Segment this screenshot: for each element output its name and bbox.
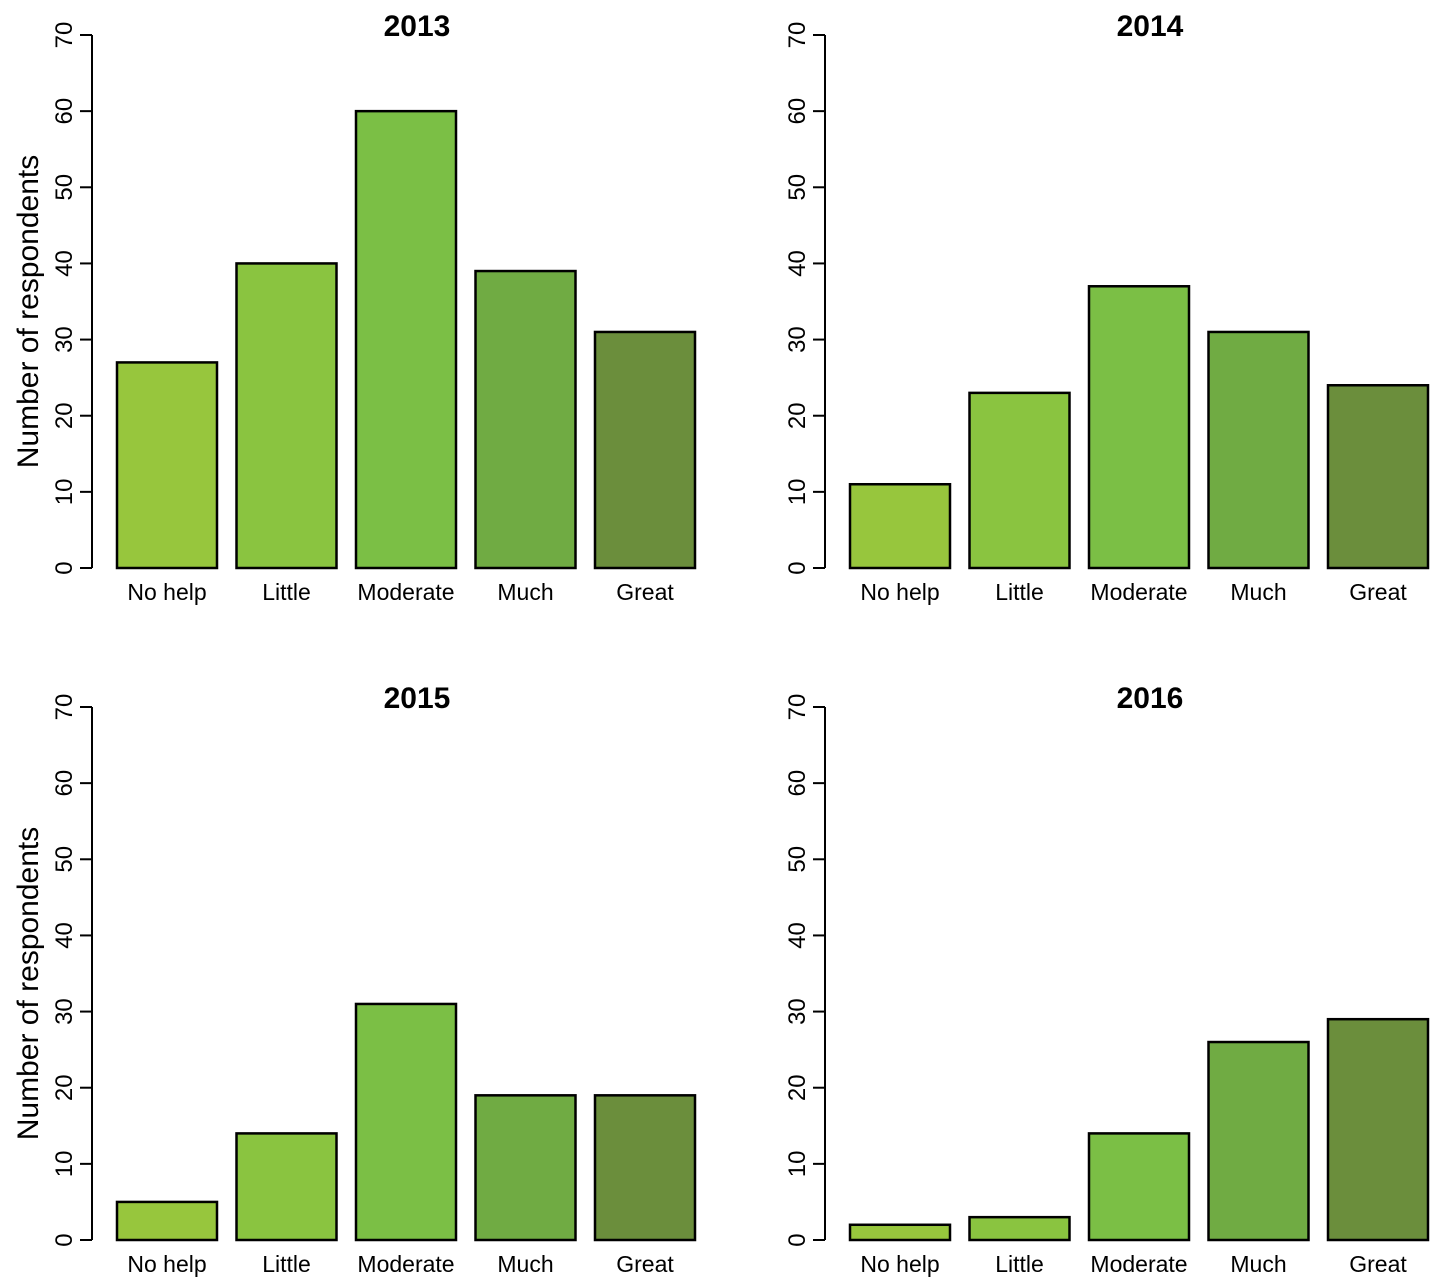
bar-no-help xyxy=(115,1200,219,1242)
y-tick-label: 30 xyxy=(51,998,78,1025)
bar-moderate xyxy=(1087,1132,1191,1242)
y-tick-label: 30 xyxy=(51,326,78,353)
category-label: No help xyxy=(860,1251,939,1277)
y-tick-label: 70 xyxy=(51,694,78,721)
category-label: Much xyxy=(497,1251,553,1277)
bar-great xyxy=(1326,1017,1430,1242)
bar-great xyxy=(1326,384,1430,570)
category-label: Little xyxy=(995,579,1044,605)
category-label: Little xyxy=(262,1251,311,1277)
bar-much xyxy=(1207,1040,1310,1242)
y-tick-label: 40 xyxy=(51,922,78,949)
y-tick-label: 0 xyxy=(784,561,811,574)
y-tick-label: 40 xyxy=(51,250,78,277)
y-tick-label: 20 xyxy=(51,1074,78,1101)
bar-much xyxy=(474,1094,577,1242)
y-tick-label: 0 xyxy=(51,1233,78,1246)
bar-little xyxy=(968,391,1071,570)
panel-title: 2016 xyxy=(1117,682,1184,715)
y-tick-label: 60 xyxy=(784,770,811,797)
bar-great xyxy=(593,1094,697,1242)
bar-great xyxy=(593,330,697,570)
y-tick-label: 40 xyxy=(784,922,811,949)
y-tick-label: 50 xyxy=(784,846,811,873)
y-tick-label: 10 xyxy=(784,1151,811,1178)
chart-panel-2014: 2014 0 10 20 30 40 50 60 70 No help Little Moderate… xyxy=(784,10,1430,605)
category-label: Moderate xyxy=(357,579,454,605)
y-tick-label: 30 xyxy=(784,326,811,353)
category-label: Great xyxy=(1349,1251,1407,1277)
bar-moderate xyxy=(354,1002,458,1242)
y-tick-label: 70 xyxy=(51,22,78,49)
category-label: Great xyxy=(616,1251,674,1277)
y-tick-label: 10 xyxy=(51,1151,78,1178)
category-label: Great xyxy=(616,579,674,605)
category-label: Little xyxy=(995,1251,1044,1277)
bar-much xyxy=(474,269,577,570)
category-label: Much xyxy=(1230,579,1286,605)
category-label: Much xyxy=(497,579,553,605)
y-tick-label: 20 xyxy=(784,402,811,429)
y-tick-label: 20 xyxy=(784,1074,811,1101)
chart-panel-2015: 2015 0 10 20 30 40 50 60 70 Number of respondents… xyxy=(12,682,697,1277)
bar-no-help xyxy=(848,1223,952,1242)
y-tick-label: 50 xyxy=(51,846,78,873)
category-label: Much xyxy=(1230,1251,1286,1277)
category-label: Little xyxy=(262,579,311,605)
y-axis-label: Number of respondents xyxy=(12,155,45,469)
panel-title: 2014 xyxy=(1117,10,1184,43)
y-tick-label: 0 xyxy=(51,561,78,574)
category-label: No help xyxy=(127,1251,206,1277)
y-tick-label: 70 xyxy=(784,694,811,721)
category-label: No help xyxy=(860,579,939,605)
y-tick-label: 50 xyxy=(51,174,78,201)
panel-title: 2013 xyxy=(384,10,451,43)
y-tick-label: 30 xyxy=(784,998,811,1025)
bar-much xyxy=(1207,330,1310,570)
panel-title: 2015 xyxy=(384,682,451,715)
y-tick-label: 20 xyxy=(51,402,78,429)
y-tick-label: 10 xyxy=(784,479,811,506)
chart-panel-2013: 2013 0 10 20 30 40 50 60 70 Number of respondents… xyxy=(12,10,697,605)
y-tick-label: 40 xyxy=(784,250,811,277)
y-tick-label: 60 xyxy=(784,98,811,125)
category-label: Moderate xyxy=(1090,579,1187,605)
bar-moderate xyxy=(1087,285,1191,570)
bar-little xyxy=(968,1215,1071,1242)
y-tick-label: 50 xyxy=(784,174,811,201)
bar-moderate xyxy=(354,109,458,570)
category-label: No help xyxy=(127,579,206,605)
y-tick-label: 10 xyxy=(51,479,78,506)
bar-no-help xyxy=(848,482,952,570)
bar-little xyxy=(235,262,338,570)
category-label: Moderate xyxy=(357,1251,454,1277)
y-tick-label: 60 xyxy=(51,98,78,125)
y-tick-label: 60 xyxy=(51,770,78,797)
y-axis-label: Number of respondents xyxy=(12,827,45,1141)
bar-little xyxy=(235,1132,338,1242)
category-label: Moderate xyxy=(1090,1251,1187,1277)
bar-no-help xyxy=(115,361,219,570)
category-label: Great xyxy=(1349,579,1407,605)
chart-panel-2016: 2016 0 10 20 30 40 50 60 70 No help Little Moderate… xyxy=(784,682,1430,1277)
y-tick-label: 0 xyxy=(784,1233,811,1246)
y-tick-label: 70 xyxy=(784,22,811,49)
